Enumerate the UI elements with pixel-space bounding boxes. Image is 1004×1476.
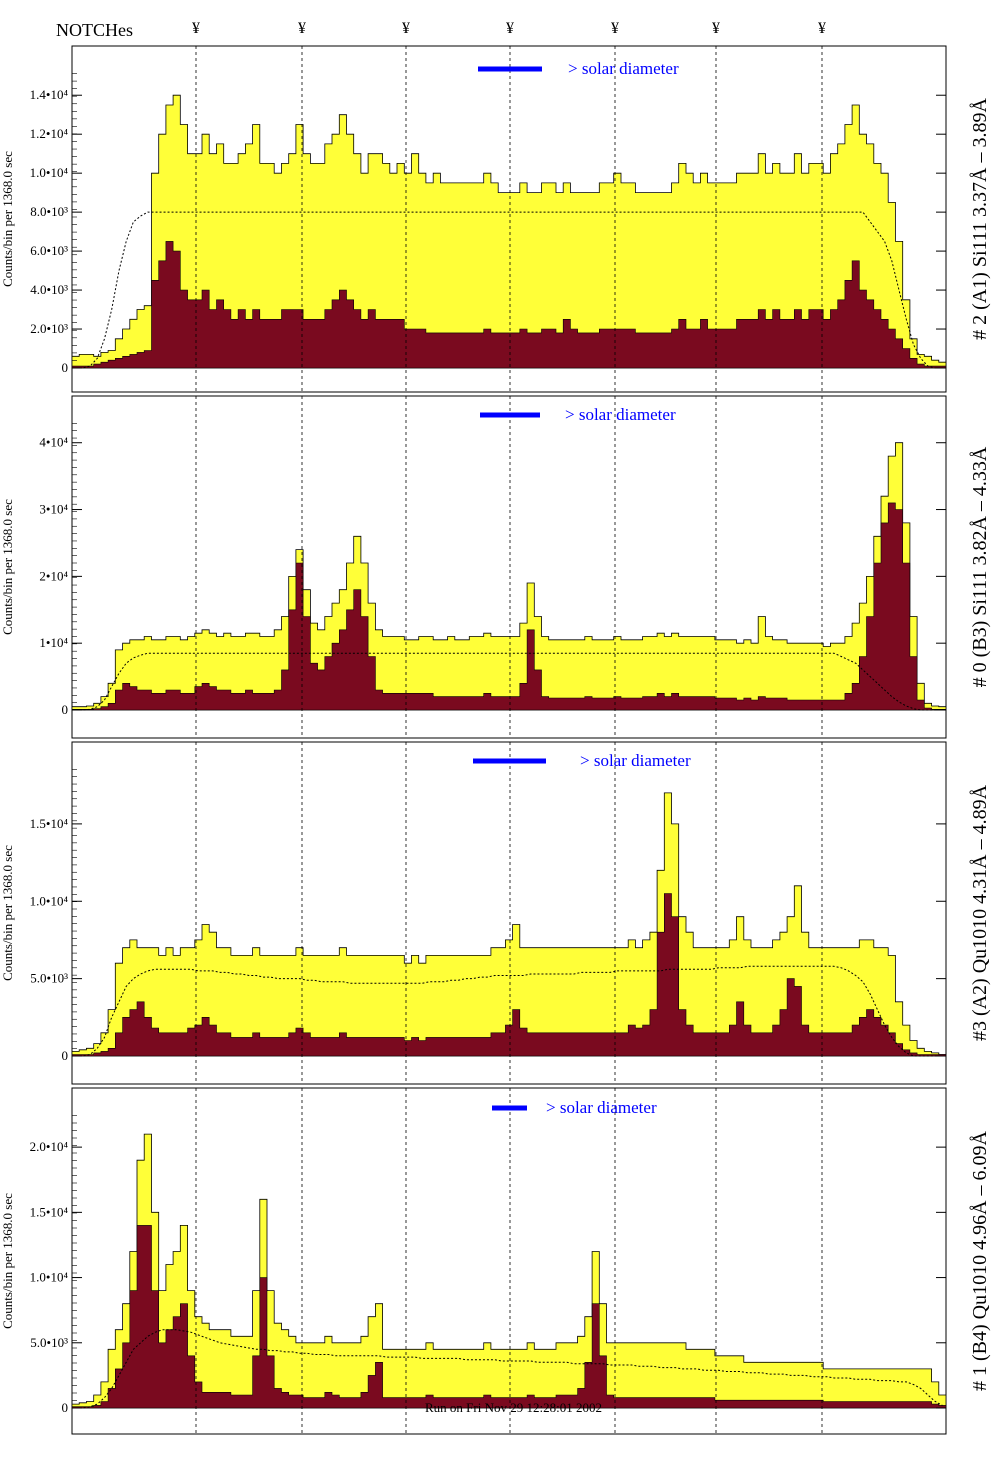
notch-symbol: ¥ bbox=[712, 20, 720, 37]
y-tick-label: 4•10⁴ bbox=[39, 435, 68, 450]
solar-diameter-label: > solar diameter bbox=[565, 405, 676, 424]
model-curve bbox=[75, 1329, 943, 1409]
model-curve bbox=[75, 652, 943, 711]
y-tick-label: 0 bbox=[62, 1048, 69, 1063]
solar-diameter-label: > solar diameter bbox=[580, 751, 691, 770]
y-tick-label: 1.0•10⁴ bbox=[30, 1270, 69, 1285]
y-tick-label: 5.0•10³ bbox=[30, 971, 68, 986]
y-tick-label: 1.5•10⁴ bbox=[30, 1204, 69, 1219]
total-counts-histogram bbox=[71, 94, 947, 369]
total-counts-histogram bbox=[71, 442, 947, 711]
y-tick-label: 1.2•10⁴ bbox=[30, 126, 69, 141]
notch-symbol: ¥ bbox=[402, 20, 410, 37]
notch-symbol: ¥ bbox=[192, 20, 200, 37]
plot-frame bbox=[71, 395, 947, 739]
solar-diameter-label: > solar diameter bbox=[546, 1098, 657, 1117]
y-axis-label: Counts/bin per 1368.0 sec bbox=[0, 499, 15, 635]
notch-symbol: ¥ bbox=[818, 20, 826, 37]
line-counts-histogram bbox=[71, 1225, 947, 1409]
y-tick-label: 2.0•10⁴ bbox=[30, 1139, 69, 1154]
y-tick-label: 3•10⁴ bbox=[39, 502, 68, 517]
y-tick-label: 8.0•10³ bbox=[30, 204, 68, 219]
y-tick-label: 0 bbox=[62, 1400, 69, 1415]
y-tick-label: 1.0•10⁴ bbox=[30, 165, 69, 180]
y-tick-label: 1.5•10⁴ bbox=[30, 816, 69, 831]
y-tick-label: 5.0•10³ bbox=[30, 1335, 68, 1350]
notch-symbol: ¥ bbox=[611, 20, 619, 37]
y-tick-label: 6.0•10³ bbox=[30, 243, 68, 258]
y-tick-label: 1•10⁴ bbox=[39, 635, 68, 650]
y-tick-label: 1.0•10⁴ bbox=[30, 893, 69, 908]
y-tick-label: 2•10⁴ bbox=[39, 568, 68, 583]
y-axis-label: Counts/bin per 1368.0 sec bbox=[0, 1193, 15, 1329]
notch-symbol: ¥ bbox=[506, 20, 514, 37]
plot-frame bbox=[71, 45, 947, 393]
total-counts-histogram bbox=[71, 792, 947, 1057]
notches-label: NOTCHes bbox=[56, 20, 133, 40]
notch-symbol: ¥ bbox=[298, 20, 306, 37]
panel-label: #3 (A2) Qu1010 4.31Å – 4.89Å bbox=[969, 784, 991, 1041]
line-counts-histogram bbox=[71, 893, 947, 1057]
y-tick-label: 4.0•10³ bbox=[30, 282, 68, 297]
panel-label: # 1 (B4) Qu1010 4.96Å – 6.09Å bbox=[969, 1130, 991, 1391]
y-axis-label: Counts/bin per 1368.0 sec bbox=[0, 151, 15, 287]
y-tick-label: 0 bbox=[62, 360, 69, 375]
run-timestamp: Run on Fri Nov 29 12:28:01 2002 bbox=[425, 1400, 602, 1415]
panel-label: # 2 (A1) Si111 3.37Å – 3.89Å bbox=[969, 98, 991, 340]
plot-frame bbox=[71, 1087, 947, 1435]
line-counts-histogram bbox=[71, 241, 947, 369]
y-tick-label: 0 bbox=[62, 702, 69, 717]
model-curve bbox=[75, 211, 943, 369]
y-tick-label: 2.0•10³ bbox=[30, 321, 68, 336]
y-tick-label: 1.4•10⁴ bbox=[30, 87, 69, 102]
plot-frame bbox=[71, 741, 947, 1085]
line-counts-histogram bbox=[71, 502, 947, 711]
total-counts-histogram bbox=[71, 1133, 947, 1409]
y-axis-label: Counts/bin per 1368.0 sec bbox=[0, 845, 15, 981]
panel-label: # 0 (B3) Si111 3.82Å – 4.33Å bbox=[969, 446, 991, 687]
solar-diameter-label: > solar diameter bbox=[568, 59, 679, 78]
model-curve bbox=[75, 965, 943, 1057]
